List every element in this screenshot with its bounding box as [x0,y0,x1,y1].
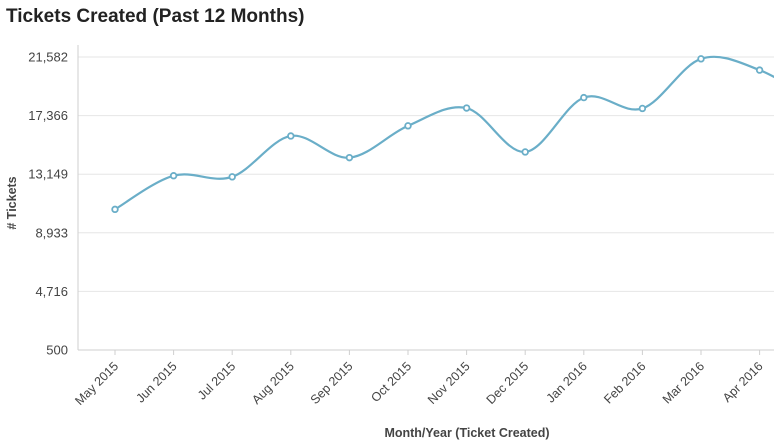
axes [77,45,774,351]
x-tick-label: Aug 2015 [249,359,297,407]
y-tick-labels: 500 4,716 8,933 13,149 17,366 21,582 [28,50,68,358]
y-tick-label: 13,149 [28,167,68,182]
y-tick-label: 4,716 [35,284,68,299]
series-line-path [114,55,774,211]
y-tick-label: 500 [46,343,68,358]
x-tick-label: Feb 2016 [601,359,648,406]
data-point[interactable] [755,66,764,74]
series-line [114,55,774,211]
x-tick-label: Sep 2015 [308,359,356,407]
data-point[interactable] [111,205,119,214]
chart-title: Tickets Created (Past 12 Months) [6,6,305,27]
x-tick-label: Jan 2016 [544,359,590,405]
x-tick-label: Jul 2015 [195,359,238,402]
data-point[interactable] [638,104,647,113]
x-tick-label: Mar 2016 [660,359,707,406]
data-point[interactable] [521,148,529,156]
x-tick-label: Oct 2015 [368,359,414,405]
y-tick-label: 8,933 [35,225,68,240]
data-point[interactable] [345,153,354,162]
x-axis-title: Month/Year (Ticket Created) [384,426,549,440]
data-point[interactable] [287,132,295,140]
y-axis-title: # Tickets [5,176,19,229]
data-point[interactable] [697,55,705,63]
x-tick-label: Nov 2015 [425,359,473,407]
data-point[interactable] [169,172,178,180]
gridlines [78,56,774,292]
x-tick-labels: May 2015 Jun 2015 Jul 2015 Aug 2015 Sep 2015… [72,350,766,408]
x-tick-label: May 2015 [72,359,121,408]
x-tick-label: Dec 2015 [484,359,532,407]
x-tick-label: Apr 2016 [720,359,766,405]
data-point[interactable] [462,104,471,112]
data-points [111,55,764,214]
y-tick-label: 17,366 [28,108,68,123]
data-point[interactable] [580,93,588,102]
y-tick-label: 21,582 [28,50,68,65]
data-point[interactable] [404,122,412,130]
data-point[interactable] [228,173,236,181]
x-tick-label: Jun 2015 [133,359,179,405]
